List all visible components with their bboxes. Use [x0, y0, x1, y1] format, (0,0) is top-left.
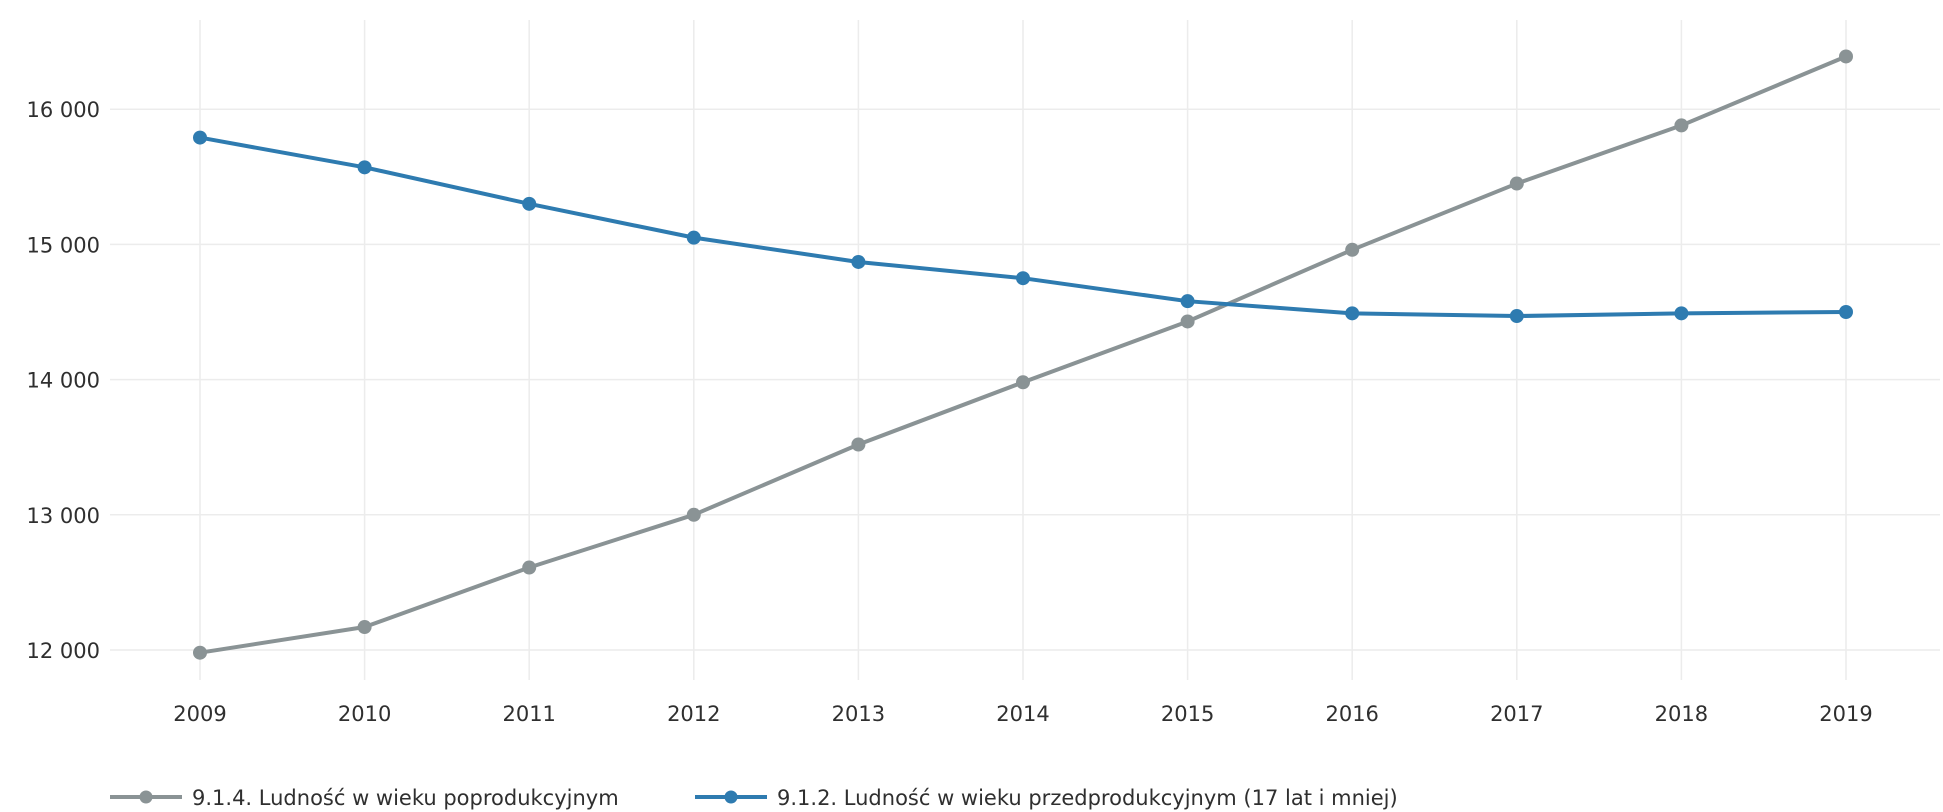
data-point-series-1-2019[interactable]: [1839, 305, 1853, 319]
x-tick-label: 2012: [667, 702, 720, 726]
data-point-series-1-2017[interactable]: [1510, 309, 1524, 323]
data-point-series-0-2015[interactable]: [1181, 314, 1195, 328]
data-point-series-0-2018[interactable]: [1674, 118, 1688, 132]
data-point-series-1-2016[interactable]: [1345, 306, 1359, 320]
data-point-series-1-2013[interactable]: [851, 255, 865, 269]
data-point-series-0-2012[interactable]: [687, 508, 701, 522]
data-point-series-1-2009[interactable]: [193, 131, 207, 145]
x-tick-label: 2009: [173, 702, 226, 726]
legend-item-series-1[interactable]: 9.1.2. Ludność w wieku przedprodukcyjnym…: [695, 786, 1398, 810]
x-tick-label: 2015: [1161, 702, 1214, 726]
x-tick-label: 2010: [338, 702, 391, 726]
data-point-series-1-2012[interactable]: [687, 231, 701, 245]
data-point-series-1-2010[interactable]: [358, 160, 372, 174]
data-point-series-0-2014[interactable]: [1016, 375, 1030, 389]
data-point-series-0-2013[interactable]: [851, 437, 865, 451]
x-tick-label: 2016: [1325, 702, 1378, 726]
data-point-series-0-2010[interactable]: [358, 620, 372, 634]
legend-label-series-0: 9.1.4. Ludność w wieku poprodukcyjnym: [192, 786, 619, 810]
x-tick-label: 2013: [832, 702, 885, 726]
x-tick-label: 2014: [996, 702, 1049, 726]
x-tick-label: 2019: [1819, 702, 1872, 726]
data-point-series-1-2011[interactable]: [522, 197, 536, 211]
x-tick-label: 2018: [1655, 702, 1708, 726]
data-point-series-1-2018[interactable]: [1674, 306, 1688, 320]
data-point-series-0-2019[interactable]: [1839, 49, 1853, 63]
data-point-series-1-2015[interactable]: [1181, 294, 1195, 308]
x-tick-label: 2011: [502, 702, 555, 726]
data-point-series-0-2011[interactable]: [522, 561, 536, 575]
data-point-series-0-2017[interactable]: [1510, 177, 1524, 191]
data-point-series-0-2009[interactable]: [193, 646, 207, 660]
legend-label-series-1: 9.1.2. Ludność w wieku przedprodukcyjnym…: [777, 786, 1398, 810]
data-point-series-0-2016[interactable]: [1345, 243, 1359, 257]
y-tick-label: 15 000: [27, 233, 100, 257]
y-tick-label: 12 000: [27, 639, 100, 663]
data-point-series-1-2014[interactable]: [1016, 271, 1030, 285]
cut-off-title-fragment: [575, 0, 1475, 2]
y-tick-label: 14 000: [27, 369, 100, 393]
legend-marker-series-0: [140, 791, 153, 804]
x-tick-label: 2017: [1490, 702, 1543, 726]
y-tick-label: 13 000: [27, 504, 100, 528]
y-tick-label: 16 000: [27, 98, 100, 122]
legend-marker-series-1: [725, 791, 738, 804]
